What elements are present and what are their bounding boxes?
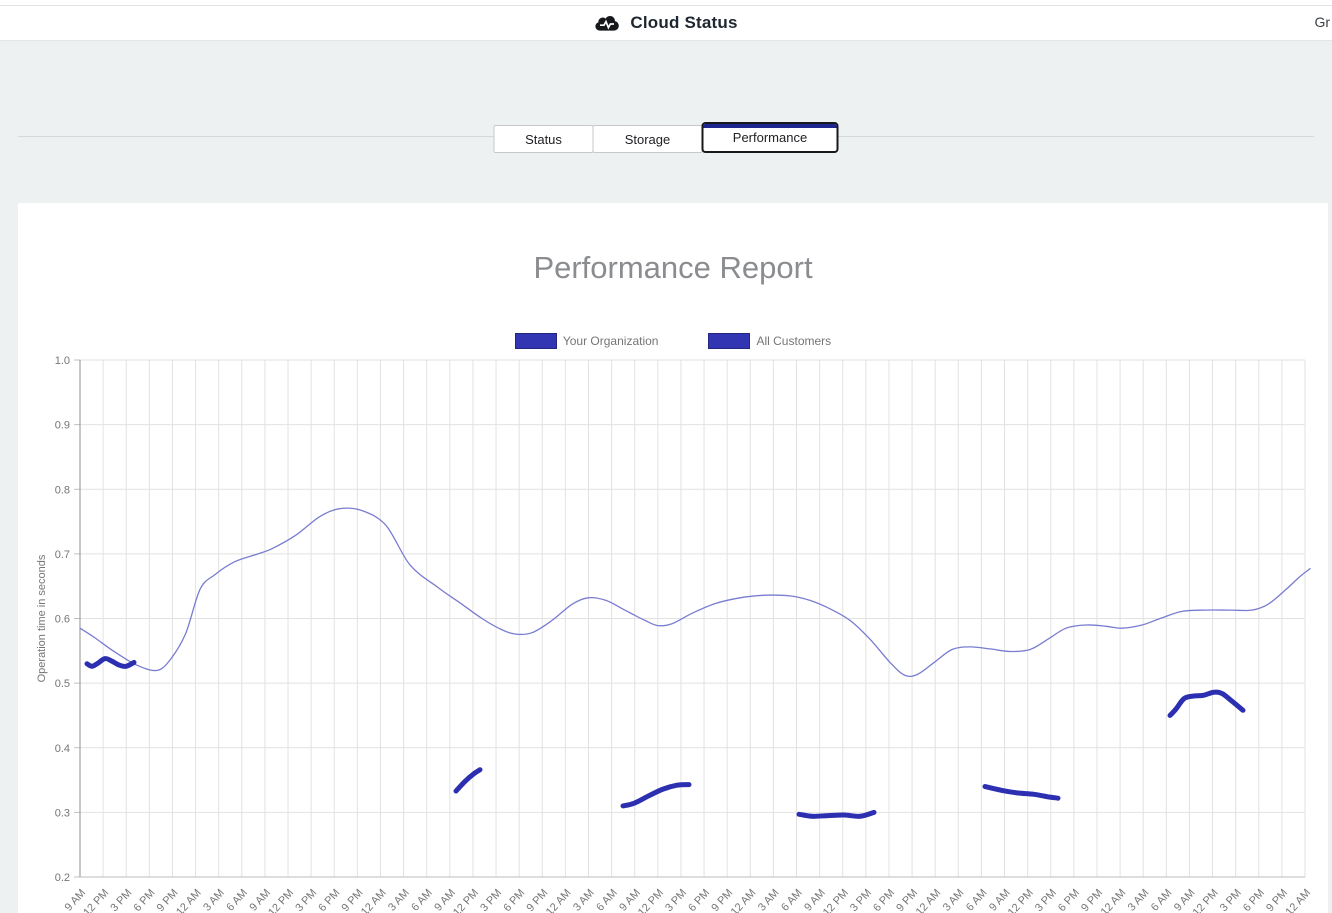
chart-title: Performance Report bbox=[533, 250, 813, 285]
x-tick-label: 12 AM bbox=[174, 887, 204, 913]
x-tick-label: 12 PM bbox=[266, 887, 296, 913]
y-tick-label: 1.0 bbox=[55, 355, 70, 367]
your-organization-label: Your Organization bbox=[562, 334, 659, 348]
x-tick-label: 3 PM bbox=[1218, 887, 1244, 913]
x-tick-label: 3 PM bbox=[1033, 887, 1059, 913]
hero-band: Status Storage Performance bbox=[0, 41, 1332, 202]
x-tick-label: 3 AM bbox=[1126, 887, 1152, 913]
x-tick-label: 3 PM bbox=[848, 887, 874, 913]
your-organization-swatch bbox=[514, 333, 557, 349]
tab-bar: Status Storage Performance bbox=[493, 122, 839, 153]
all-customers-line bbox=[79, 507, 1311, 678]
y-tick-label: 0.4 bbox=[55, 743, 70, 755]
brand: Cloud Status bbox=[594, 13, 737, 33]
your-organization-line-segment bbox=[796, 809, 877, 819]
top-strip bbox=[0, 0, 1332, 5]
x-tick-label: 6 PM bbox=[131, 887, 157, 913]
x-tick-label: 12 PM bbox=[81, 887, 111, 913]
x-tick-label: 12 AM bbox=[729, 887, 759, 913]
your-organization-line-segment bbox=[982, 784, 1061, 801]
all-customers-label: All Customers bbox=[756, 334, 832, 348]
x-tick-label: 6 PM bbox=[686, 887, 712, 913]
tab-status[interactable]: Status bbox=[493, 125, 594, 153]
x-tick-label: 6 PM bbox=[316, 887, 342, 913]
x-tick-label: 3 PM bbox=[108, 887, 134, 913]
x-tick-label: 12 AM bbox=[914, 887, 944, 913]
gridlines bbox=[74, 359, 1306, 878]
x-tick-label: 3 AM bbox=[201, 887, 227, 913]
tab-storage[interactable]: Storage bbox=[592, 125, 703, 153]
x-tick-label: 6 PM bbox=[1241, 887, 1267, 913]
app-title: Cloud Status bbox=[630, 13, 738, 32]
x-tick-label: 6 PM bbox=[871, 887, 897, 913]
y-tick-label: 0.2 bbox=[55, 872, 70, 884]
x-tick-label: 3 AM bbox=[571, 887, 597, 913]
legend-item-your-organization: Your Organization bbox=[514, 333, 659, 349]
active-tab-accent bbox=[703, 124, 837, 128]
y-tick-label: 0.6 bbox=[55, 614, 70, 626]
x-tick-label: 6 AM bbox=[1149, 887, 1175, 913]
x-tick-label: 3 PM bbox=[478, 887, 504, 913]
tab-performance-label: Performance bbox=[732, 130, 808, 145]
x-tick-label: 6 AM bbox=[594, 887, 620, 913]
all-customers-swatch bbox=[708, 333, 751, 349]
x-tick-label: 6 AM bbox=[409, 887, 435, 913]
tab-storage-label: Storage bbox=[624, 131, 671, 147]
header-right-text: Gr bbox=[1314, 14, 1330, 30]
chart-legend: Your Organization All Customers bbox=[18, 333, 1328, 349]
x-tick-label: 12 PM bbox=[821, 887, 851, 913]
tab-performance[interactable]: Performance bbox=[701, 122, 839, 153]
y-tick-label: 0.5 bbox=[55, 678, 70, 690]
x-tick-label: 3 AM bbox=[941, 887, 967, 913]
tab-status-label: Status bbox=[525, 131, 562, 147]
x-tick-label: 3 PM bbox=[663, 887, 689, 913]
cloud-pulse-icon bbox=[594, 13, 620, 33]
legend-item-all-customers: All Customers bbox=[708, 333, 831, 349]
your-organization-line-segment bbox=[1167, 689, 1246, 718]
x-tick-label: 12 AM bbox=[359, 887, 389, 913]
y-tick-label: 0.3 bbox=[55, 807, 70, 819]
y-tick-label: 0.8 bbox=[55, 484, 70, 496]
report-card: 9 AM 12 PM 3 PM 6 PM 9 PM 12 AM 3 AM 6 AM 9 AM 12… bbox=[18, 203, 1328, 913]
x-tick-label: 12 PM bbox=[636, 887, 666, 913]
x-tick-label: 12 PM bbox=[1191, 887, 1221, 913]
your-organization-line-segment bbox=[84, 656, 137, 669]
y-axis-title: Operation time in seconds bbox=[36, 554, 48, 682]
axis-lines bbox=[79, 360, 1305, 878]
x-tick-label: 12 PM bbox=[451, 887, 481, 913]
x-tick-label: 3 AM bbox=[756, 887, 782, 913]
app-header: Cloud Status Gr bbox=[0, 5, 1332, 41]
your-organization-line-segment bbox=[620, 782, 692, 809]
x-tick-label: 6 PM bbox=[501, 887, 527, 913]
x-tick-label: 3 AM bbox=[386, 887, 412, 913]
x-tick-label: 6 AM bbox=[964, 887, 990, 913]
x-tick-label: 12 AM bbox=[1283, 887, 1313, 913]
y-tick-label: 0.9 bbox=[55, 420, 70, 432]
series bbox=[79, 507, 1311, 819]
x-tick-label: 6 AM bbox=[779, 887, 805, 913]
your-organization-line-segment bbox=[453, 767, 483, 794]
x-tick-label: 6 AM bbox=[224, 887, 250, 913]
x-tick-label: 12 AM bbox=[1099, 887, 1129, 913]
x-tick-label: 12 PM bbox=[1006, 887, 1036, 913]
x-tick-label: 3 PM bbox=[293, 887, 319, 913]
x-tick-label: 6 PM bbox=[1056, 887, 1082, 913]
y-tick-label: 0.7 bbox=[55, 549, 70, 561]
x-tick-label: 12 AM bbox=[544, 887, 574, 913]
